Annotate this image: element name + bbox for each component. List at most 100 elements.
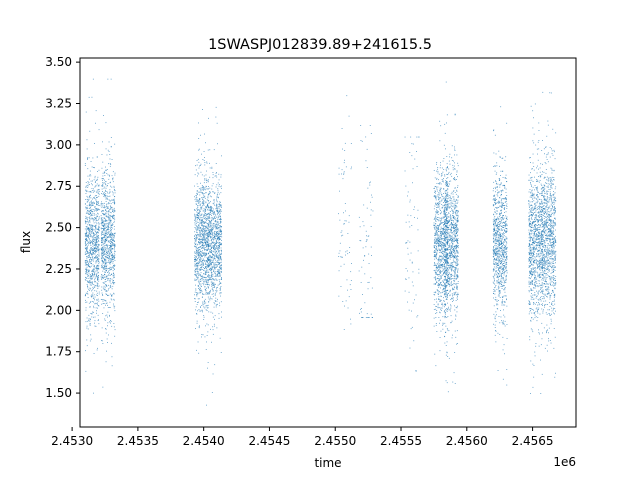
data-point <box>221 264 222 266</box>
data-point <box>97 178 98 180</box>
data-point <box>85 208 87 210</box>
data-point <box>195 224 197 226</box>
data-point <box>109 233 110 235</box>
data-point <box>205 201 207 203</box>
data-point <box>90 276 92 277</box>
data-point <box>94 182 96 183</box>
data-point <box>441 198 443 200</box>
data-point <box>88 232 90 234</box>
data-point <box>102 238 104 240</box>
data-point <box>199 253 201 254</box>
data-point <box>106 274 108 276</box>
data-point <box>441 232 442 234</box>
data-point <box>97 202 99 204</box>
data-point <box>440 212 442 214</box>
data-point <box>434 243 435 244</box>
data-point <box>447 167 448 169</box>
data-point <box>98 278 100 280</box>
data-point <box>195 223 197 224</box>
data-point <box>105 290 107 292</box>
data-point <box>112 244 114 246</box>
data-point <box>107 256 109 258</box>
data-point <box>212 219 214 221</box>
data-point <box>107 295 109 296</box>
data-point <box>197 270 198 272</box>
data-point <box>199 249 200 250</box>
data-point <box>91 270 92 272</box>
data-point <box>207 203 209 205</box>
data-point <box>199 165 200 167</box>
data-point <box>198 161 200 163</box>
data-point <box>89 250 91 252</box>
data-point <box>450 172 452 174</box>
data-point <box>213 269 215 271</box>
data-point <box>107 207 109 209</box>
data-point <box>446 156 448 157</box>
data-point <box>112 258 114 260</box>
data-point <box>100 248 102 250</box>
data-point <box>95 227 97 229</box>
data-point <box>445 273 447 275</box>
data-point <box>88 213 90 215</box>
data-point <box>211 210 213 212</box>
data-point <box>439 249 441 251</box>
data-point <box>106 220 108 222</box>
data-point <box>446 264 448 266</box>
data-point <box>208 200 210 202</box>
data-point <box>203 229 205 231</box>
data-point <box>218 247 220 249</box>
data-point <box>437 194 439 196</box>
data-point <box>106 222 108 224</box>
data-point <box>199 218 201 220</box>
data-point <box>89 174 91 175</box>
data-point <box>363 259 364 261</box>
data-point <box>205 217 207 219</box>
data-point <box>94 247 96 249</box>
data-point <box>195 165 196 167</box>
data-point <box>111 235 113 237</box>
data-point <box>437 211 439 213</box>
data-point <box>202 250 203 252</box>
data-point <box>441 222 442 224</box>
data-point <box>85 185 87 187</box>
data-point <box>208 274 209 276</box>
data-point <box>210 257 212 259</box>
data-point <box>414 299 415 301</box>
data-point <box>441 237 443 239</box>
data-point <box>440 299 442 301</box>
data-point <box>200 187 202 189</box>
data-point <box>111 239 113 241</box>
data-point <box>435 220 437 222</box>
data-point <box>205 302 207 304</box>
data-point <box>198 236 200 238</box>
data-point <box>98 227 100 228</box>
data-point <box>109 154 111 155</box>
data-point <box>98 228 100 230</box>
data-point <box>203 277 205 278</box>
data-point <box>85 277 87 278</box>
data-point <box>85 370 87 372</box>
data-point <box>98 230 100 232</box>
data-point <box>101 254 102 256</box>
data-point <box>202 216 204 218</box>
data-point <box>446 122 447 124</box>
data-point <box>217 255 219 257</box>
data-point <box>98 249 100 251</box>
data-point <box>207 181 209 183</box>
data-point <box>95 221 97 223</box>
data-point <box>208 207 210 208</box>
data-point <box>445 380 447 382</box>
data-point <box>85 182 87 183</box>
data-point <box>97 228 99 230</box>
data-point <box>107 227 109 229</box>
data-point <box>110 243 112 245</box>
data-point <box>451 235 453 237</box>
data-point <box>97 271 99 273</box>
data-point <box>212 293 214 295</box>
data-point <box>368 235 370 237</box>
data-point <box>96 261 98 263</box>
data-point <box>435 248 437 249</box>
data-point <box>412 168 414 170</box>
data-point <box>94 320 96 322</box>
data-point <box>195 246 197 248</box>
